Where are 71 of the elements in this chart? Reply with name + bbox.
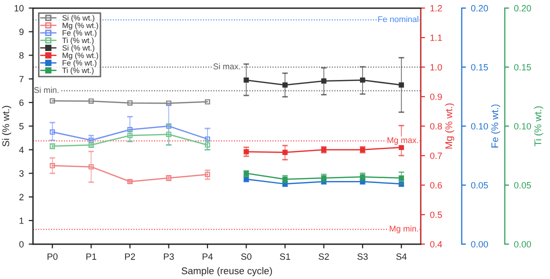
x-axis-title: Sample (reuse cycle) <box>182 267 272 276</box>
point <box>244 149 249 154</box>
point <box>50 129 55 135</box>
y-tick-label: 1 <box>20 218 24 224</box>
point <box>166 132 172 137</box>
y3-tick-label: 0.00 <box>471 241 488 248</box>
y3-tick-label: 0.05 <box>471 182 488 188</box>
point <box>282 150 288 155</box>
ref-line-label: Mg min. <box>390 225 418 234</box>
point <box>50 98 55 104</box>
y-tick-label: 2 <box>19 194 24 200</box>
ref-line-label: Fe nominal <box>378 16 418 22</box>
y3-axis-title: Fe (% wt.) <box>491 104 500 148</box>
x-tick-label: S1 <box>280 253 290 260</box>
y-tick-label: 5 <box>19 123 24 130</box>
y2-tick-label: 0.8 <box>430 123 442 130</box>
text: 0.15 <box>514 64 531 70</box>
text: 0.05 <box>514 182 531 188</box>
y2-tick-label: 1.1 <box>430 34 442 41</box>
point <box>282 176 288 182</box>
y2-tick-label: 0.5 <box>430 212 442 218</box>
text: 0.10 <box>514 123 532 130</box>
ref-line-label: Si max. <box>213 63 240 70</box>
point <box>50 163 55 168</box>
x-tick-label: P2 <box>125 253 136 260</box>
y-tick-label: 3 <box>19 170 24 177</box>
y2-tick-label: 1.2 <box>430 5 442 12</box>
point <box>127 100 133 106</box>
x-tick-label: S2 <box>318 253 329 260</box>
point <box>88 164 94 170</box>
x-tick-label: P3 <box>164 253 174 260</box>
y-tick-label: 8 <box>19 52 24 59</box>
point <box>360 174 366 180</box>
y-tick-label: 6 <box>19 99 24 106</box>
y-tick-label: 7 <box>19 76 24 82</box>
y2-tick-label: 0.7 <box>430 152 442 159</box>
point <box>282 82 288 88</box>
point <box>244 77 249 83</box>
y-tick-label: 9 <box>19 28 24 36</box>
x-tick-label: P4 <box>202 253 213 260</box>
y2-tick-label: 0.9 <box>430 94 442 100</box>
text: 0.00 <box>514 241 532 248</box>
point <box>204 172 210 178</box>
point <box>321 78 326 84</box>
y2-tick-label: 0.4 <box>430 241 442 248</box>
y-tick-label: 4 <box>19 146 24 153</box>
x-tick-label: S0 <box>241 253 252 260</box>
text: Ti (% wt.) <box>534 106 544 146</box>
y-tick-label: 0 <box>19 241 24 248</box>
point <box>204 99 210 104</box>
point <box>360 77 366 83</box>
y2-tick-label: 0.6 <box>430 182 442 188</box>
y3-tick-label: 0.20 <box>471 5 488 12</box>
x-tick-label: P0 <box>48 253 58 260</box>
y2-tick-label: 1.0 <box>430 64 442 70</box>
y-tick-label: 10 <box>14 5 24 12</box>
ref-line-label: Si min. <box>34 86 58 93</box>
x-tick-label: P1 <box>86 253 96 260</box>
point <box>127 132 133 138</box>
y3-tick-label: 0.10 <box>471 123 488 130</box>
point <box>398 144 404 150</box>
point <box>398 82 404 88</box>
y3-tick-label: 0.15 <box>471 64 488 70</box>
point <box>88 98 94 104</box>
x-tick-label: S4 <box>396 253 407 260</box>
y2-axis-title: Mg (% wt.) <box>445 103 454 149</box>
text: 0.20 <box>514 5 532 12</box>
x-tick-label: S3 <box>357 253 368 260</box>
ref-line-label: Mg max. <box>388 137 418 145</box>
point <box>204 142 210 148</box>
y-axis-title: Si (% wt.) <box>2 106 12 146</box>
